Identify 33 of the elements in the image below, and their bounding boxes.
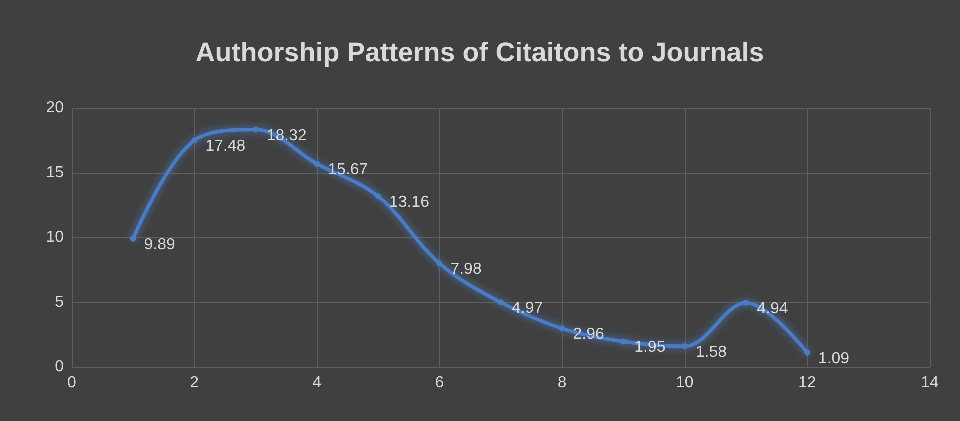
x-tick-label: 10 (676, 374, 694, 392)
point (743, 300, 750, 306)
data-label: 1.58 (696, 344, 728, 362)
point (682, 344, 688, 350)
y-tick-label: 5 (55, 294, 64, 311)
x-tick-label: 4 (312, 374, 322, 392)
y-tick-label: 10 (46, 229, 64, 246)
x-tick-label: 0 (68, 374, 77, 392)
y-tick-label: 15 (46, 164, 64, 182)
data-label: 1.09 (818, 350, 850, 368)
data-label: 13.16 (389, 194, 430, 212)
x-tick-label: 2 (190, 374, 200, 392)
point (436, 260, 443, 267)
point (192, 138, 198, 144)
point (559, 326, 566, 332)
data-label: 17.48 (206, 138, 246, 156)
data-label: 15.67 (328, 162, 368, 179)
y-tick-label: 20 (46, 100, 64, 116)
chart-title: Authorship Patterns of Citaitons to Journals (196, 38, 764, 68)
point (375, 194, 382, 200)
point (804, 350, 810, 356)
y-tick-label: 0 (55, 358, 64, 376)
point (314, 161, 320, 168)
data-label: 9.89 (144, 236, 176, 254)
x-tick-label: 14 (921, 374, 939, 392)
x-tick-label: 8 (558, 374, 567, 392)
point (620, 338, 627, 345)
point (498, 300, 504, 306)
x-tick-label: 6 (435, 374, 444, 392)
data-label: 4.97 (512, 300, 544, 318)
x-tick-label: 12 (798, 374, 816, 392)
point (130, 236, 136, 242)
data-label: 7.98 (450, 261, 482, 278)
